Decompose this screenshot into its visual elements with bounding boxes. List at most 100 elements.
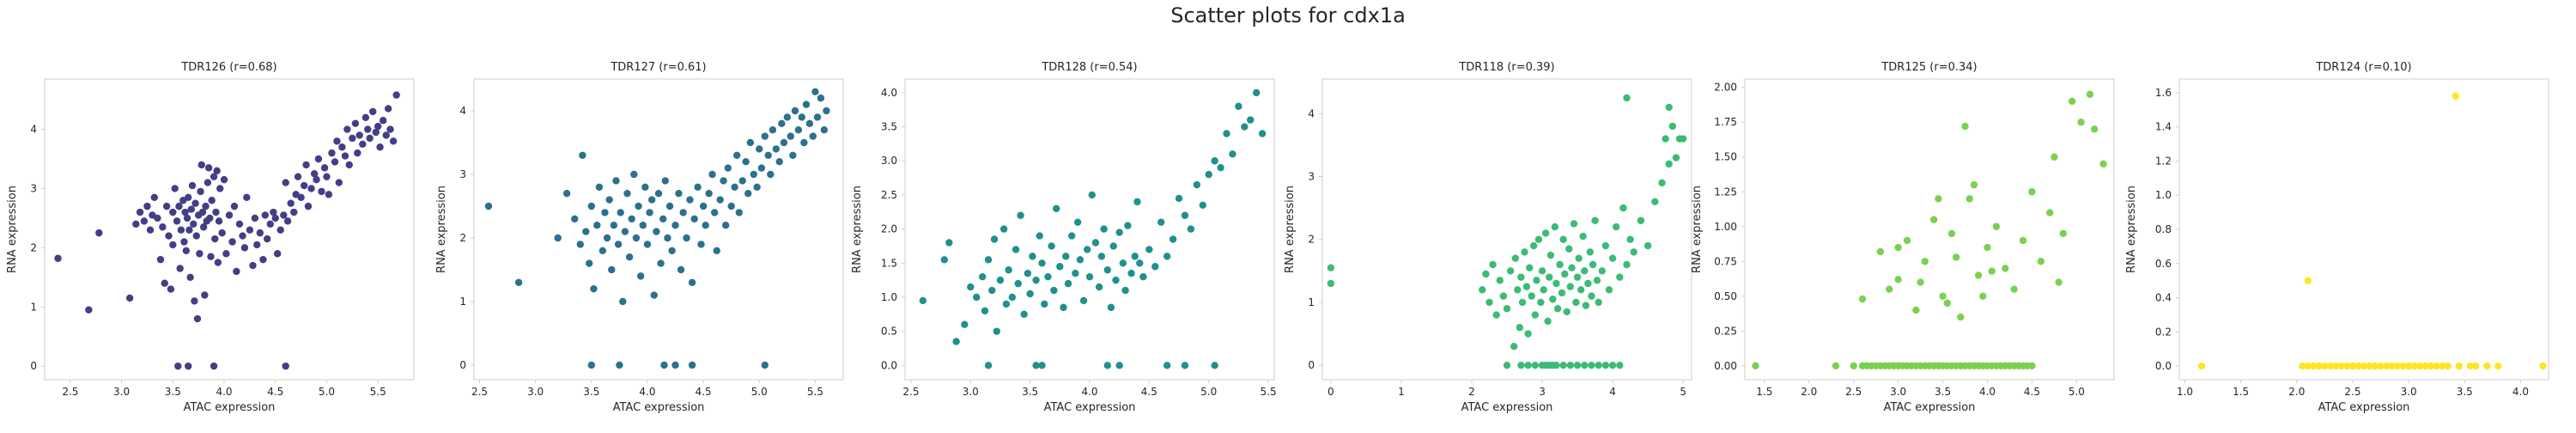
data-point bbox=[1205, 170, 1212, 179]
data-point bbox=[1073, 218, 1082, 226]
data-point bbox=[1528, 292, 1535, 300]
data-point bbox=[1517, 273, 1525, 281]
data-point bbox=[657, 259, 665, 267]
data-point bbox=[778, 119, 786, 127]
data-point bbox=[2304, 362, 2312, 370]
data-point bbox=[1573, 273, 1582, 281]
x-tick-label: 3.0 bbox=[1890, 386, 1906, 398]
data-point bbox=[1619, 204, 1627, 212]
data-point bbox=[1952, 253, 1960, 261]
data-point bbox=[273, 250, 282, 258]
x-tick-label: 3.0 bbox=[2401, 386, 2417, 398]
x-tick-label: 2.0 bbox=[2288, 386, 2305, 398]
x-tick-label: 3.0 bbox=[963, 386, 979, 398]
data-point bbox=[952, 338, 960, 345]
data-point bbox=[1252, 88, 1261, 97]
data-point bbox=[1903, 236, 1911, 245]
data-point bbox=[1957, 313, 1965, 321]
y-tick-label: 0.25 bbox=[1714, 325, 1737, 337]
data-point bbox=[1181, 362, 1189, 369]
data-point bbox=[197, 161, 205, 169]
data-point bbox=[2028, 362, 2036, 369]
data-point bbox=[2019, 236, 2027, 245]
data-point bbox=[595, 183, 604, 191]
x-tick-label: 4.5 bbox=[1141, 386, 1157, 398]
data-point bbox=[2343, 362, 2351, 370]
data-point bbox=[1573, 361, 1582, 369]
x-tick-label: 5.0 bbox=[751, 386, 768, 398]
data-point bbox=[650, 291, 658, 299]
data-point bbox=[1668, 122, 1677, 131]
data-point bbox=[783, 113, 792, 121]
data-point bbox=[1540, 286, 1547, 294]
data-point bbox=[165, 232, 173, 240]
data-point bbox=[213, 167, 221, 174]
data-point bbox=[1036, 232, 1043, 240]
data-point bbox=[174, 362, 182, 370]
x-tick-label: 3.0 bbox=[527, 386, 544, 398]
data-point bbox=[579, 151, 586, 159]
x-tick-label: 4.0 bbox=[639, 386, 655, 398]
x-tick-label: 4.0 bbox=[216, 386, 232, 398]
data-point bbox=[1876, 247, 1885, 256]
y-tick-label: 4.0 bbox=[881, 87, 897, 99]
data-point bbox=[990, 235, 999, 243]
x-tick-label: 5.0 bbox=[319, 386, 335, 398]
data-point bbox=[189, 220, 197, 228]
data-point bbox=[2002, 265, 2009, 272]
data-point bbox=[1595, 298, 1602, 307]
data-point bbox=[191, 297, 198, 305]
x-tick-label: 5.5 bbox=[1261, 386, 1277, 398]
data-point bbox=[978, 272, 987, 281]
data-point bbox=[702, 221, 709, 229]
data-point bbox=[215, 217, 223, 225]
data-point bbox=[675, 189, 683, 198]
data-point bbox=[1109, 242, 1117, 250]
data-point bbox=[1127, 269, 1135, 277]
data-point bbox=[1115, 229, 1123, 236]
data-point bbox=[630, 170, 638, 179]
data-point bbox=[787, 132, 794, 140]
data-point bbox=[623, 189, 631, 198]
data-point bbox=[185, 362, 192, 370]
data-point bbox=[1026, 290, 1034, 298]
data-point bbox=[757, 164, 766, 172]
data-point bbox=[1616, 361, 1624, 369]
x-tick-label: 4.0 bbox=[2512, 386, 2529, 398]
data-point bbox=[2197, 362, 2206, 370]
data-point bbox=[2050, 153, 2058, 161]
data-point bbox=[1503, 361, 1511, 369]
data-point bbox=[372, 128, 380, 137]
data-point bbox=[1514, 286, 1522, 294]
data-point bbox=[590, 284, 598, 293]
data-point bbox=[1024, 269, 1032, 277]
data-point bbox=[671, 221, 679, 229]
data-point bbox=[1595, 361, 1602, 369]
data-point bbox=[1492, 311, 1500, 319]
data-point bbox=[2451, 92, 2460, 101]
data-point bbox=[222, 250, 230, 258]
data-point bbox=[1974, 271, 1983, 279]
data-point bbox=[733, 151, 741, 159]
data-point bbox=[182, 247, 191, 255]
x-tick-label: 3.5 bbox=[1022, 386, 1038, 398]
data-point bbox=[1029, 253, 1036, 260]
data-point bbox=[2366, 362, 2373, 370]
data-point bbox=[1970, 180, 1978, 189]
data-point bbox=[643, 241, 652, 248]
data-point bbox=[1581, 361, 1589, 369]
data-point bbox=[183, 214, 191, 223]
data-point bbox=[389, 137, 398, 145]
data-point bbox=[1510, 342, 1518, 351]
data-point bbox=[1062, 253, 1070, 260]
data-point bbox=[2337, 362, 2346, 370]
data-point bbox=[665, 202, 674, 210]
y-tick-label: 2.00 bbox=[1714, 82, 1737, 94]
data-point bbox=[1107, 303, 1115, 312]
data-point bbox=[1623, 260, 1631, 269]
data-point bbox=[1121, 286, 1129, 295]
y-tick-label: 0.50 bbox=[1714, 290, 1737, 302]
data-point bbox=[984, 362, 993, 369]
data-point bbox=[1088, 191, 1096, 199]
data-point bbox=[614, 241, 623, 248]
